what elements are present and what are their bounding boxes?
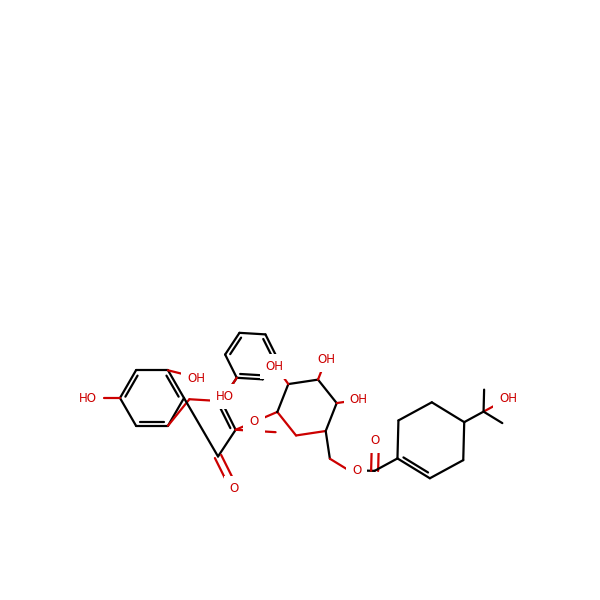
Text: O: O [249, 424, 258, 437]
Text: OH: OH [266, 361, 284, 373]
Text: OH: OH [499, 392, 517, 405]
Text: O: O [229, 482, 239, 495]
Text: OH: OH [349, 394, 367, 406]
Text: O: O [250, 415, 259, 428]
Text: OH: OH [317, 353, 335, 365]
Text: HO: HO [79, 391, 97, 404]
Text: OH: OH [187, 372, 205, 385]
Text: O: O [371, 434, 380, 448]
Text: O: O [352, 464, 361, 476]
Text: HO: HO [215, 389, 233, 403]
